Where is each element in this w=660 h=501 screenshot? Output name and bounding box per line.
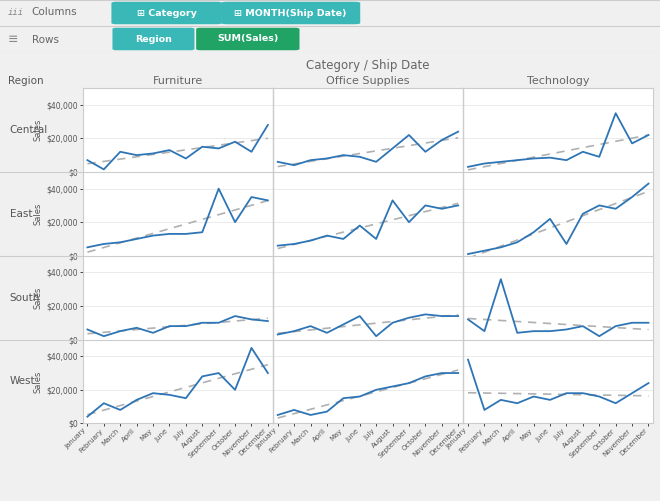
Text: Columns: Columns (32, 8, 77, 18)
Y-axis label: Sales: Sales (34, 202, 42, 225)
Text: Office Supplies: Office Supplies (326, 76, 410, 86)
Text: Region: Region (8, 76, 44, 86)
Text: iii: iii (8, 8, 24, 17)
Text: Central: Central (10, 125, 48, 135)
Text: West: West (10, 376, 36, 386)
Text: SUM(Sales): SUM(Sales) (217, 35, 279, 44)
FancyBboxPatch shape (221, 2, 360, 24)
Text: Category / Ship Date: Category / Ship Date (306, 59, 430, 72)
FancyBboxPatch shape (196, 28, 300, 50)
Text: Technology: Technology (527, 76, 589, 86)
Text: Region: Region (135, 35, 172, 44)
FancyBboxPatch shape (112, 2, 222, 24)
Text: ≡: ≡ (8, 33, 18, 46)
Y-axis label: Sales: Sales (34, 370, 42, 393)
Text: ⊞ MONTH(Ship Date): ⊞ MONTH(Ship Date) (234, 9, 347, 18)
Y-axis label: Sales: Sales (34, 287, 42, 309)
FancyBboxPatch shape (112, 28, 195, 50)
Text: ⊞ Category: ⊞ Category (137, 9, 197, 18)
Text: South: South (10, 293, 40, 303)
Y-axis label: Sales: Sales (34, 119, 42, 141)
Text: East: East (10, 209, 32, 219)
Text: Rows: Rows (32, 35, 59, 45)
Text: Furniture: Furniture (152, 76, 203, 86)
